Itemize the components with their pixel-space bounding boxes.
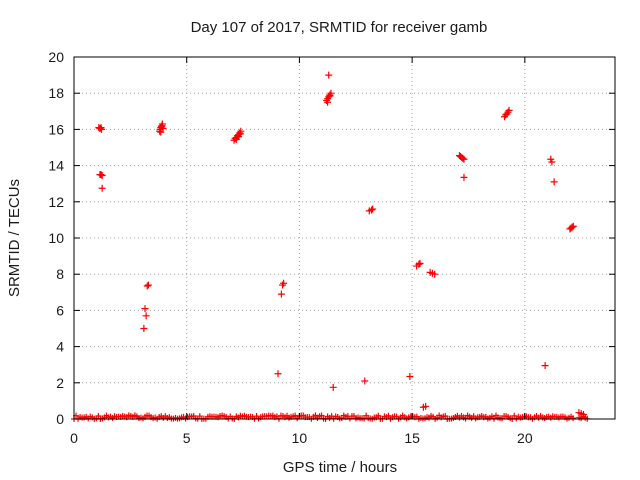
data-point	[98, 125, 106, 133]
data-point	[280, 279, 288, 287]
axis-ticks	[73, 56, 615, 420]
data-point	[159, 124, 167, 132]
data-point	[569, 222, 577, 230]
data-points	[71, 71, 591, 422]
data-point	[325, 71, 333, 79]
y-tick-label: 16	[48, 121, 64, 137]
data-point	[422, 402, 430, 410]
data-point	[98, 184, 106, 192]
grid-lines	[74, 57, 615, 419]
y-tick-labels: 0 2 4 6 8 10 12 14 16 18 20	[48, 49, 64, 427]
y-tick-label: 12	[48, 194, 64, 210]
data-point	[415, 260, 423, 268]
data-point	[98, 172, 106, 180]
y-tick-label: 20	[48, 49, 64, 65]
x-tick-label: 20	[517, 430, 533, 446]
y-tick-label: 10	[48, 230, 64, 246]
data-point	[144, 281, 152, 289]
data-point	[459, 154, 467, 162]
data-point	[385, 412, 392, 419]
y-tick-label: 14	[48, 158, 64, 174]
data-point	[368, 206, 376, 214]
data-point	[96, 124, 104, 132]
data-point	[140, 325, 148, 332]
data-point	[570, 415, 577, 422]
data-point	[550, 178, 558, 186]
data-point	[375, 412, 382, 419]
data-point	[548, 158, 556, 166]
data-point	[143, 282, 151, 290]
data-point	[324, 98, 332, 106]
data-point	[97, 171, 105, 179]
y-tick-label: 8	[56, 266, 64, 282]
data-point	[541, 362, 549, 370]
x-tick-label: 15	[404, 430, 420, 446]
data-point	[277, 290, 285, 298]
y-tick-label: 4	[56, 339, 64, 355]
data-point	[431, 270, 439, 278]
data-point	[142, 312, 150, 320]
data-point	[329, 383, 337, 391]
x-axis-label: GPS time / hours	[283, 459, 397, 476]
data-point	[326, 92, 334, 100]
data-point	[460, 173, 468, 181]
data-point	[158, 120, 166, 128]
data-point	[236, 130, 244, 138]
data-point	[460, 155, 468, 163]
data-point	[416, 259, 424, 267]
x-tick-label: 0	[70, 430, 78, 446]
data-point	[369, 205, 377, 213]
data-point	[361, 377, 369, 385]
y-tick-label: 18	[48, 85, 64, 101]
x-tick-label: 5	[183, 430, 191, 446]
data-point	[157, 128, 165, 136]
data-point	[279, 281, 287, 289]
data-point	[568, 223, 576, 231]
data-point	[406, 372, 414, 380]
y-tick-label: 2	[56, 375, 64, 391]
chart-title: Day 107 of 2017, SRMTID for receiver gam…	[191, 19, 488, 36]
plot-frame	[73, 56, 616, 420]
y-tick-label: 0	[56, 411, 64, 427]
data-point	[505, 106, 513, 114]
y-tick-label: 6	[56, 302, 64, 318]
x-tick-label: 10	[292, 430, 308, 446]
x-tick-labels: 0 5 10 15 20	[70, 430, 533, 446]
data-point	[274, 370, 282, 378]
data-point	[141, 305, 149, 313]
data-point	[318, 412, 325, 419]
data-point	[579, 410, 587, 418]
y-axis-label: SRMTID / TECUs	[6, 179, 23, 297]
